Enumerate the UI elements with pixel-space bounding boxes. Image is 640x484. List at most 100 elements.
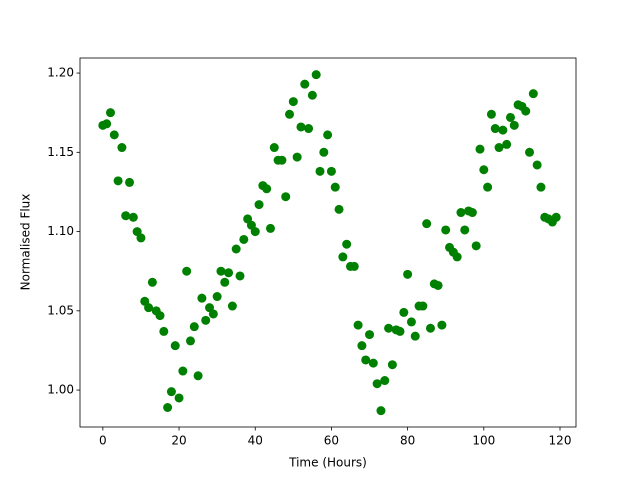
point [361,355,371,365]
point [311,70,321,80]
point [452,252,462,262]
point [441,225,451,235]
point [155,311,165,321]
point [403,269,413,279]
point [125,177,135,187]
point [285,109,295,119]
point [365,330,375,340]
point [227,301,237,311]
point [475,144,485,154]
x-tick-label: 20 [171,434,186,448]
point [395,326,405,336]
point [117,143,127,153]
point [239,234,249,244]
point [525,147,535,157]
y-tick-label: 1.10 [47,224,74,238]
point [437,320,447,330]
point [315,166,325,176]
point [368,358,378,368]
point [281,192,291,202]
point [105,108,115,118]
plot-frame [79,57,577,428]
point [292,152,302,162]
point [384,323,394,333]
y-tick-label: 1.20 [47,66,74,80]
point [262,184,272,194]
point [296,122,306,132]
point [509,120,519,130]
point [399,307,409,317]
y-axis-label: Normalised Flux [19,194,33,291]
point [406,317,416,327]
point [380,376,390,386]
point [109,130,119,140]
point [422,219,432,229]
y-tick-label: 1.00 [47,383,74,397]
point [536,182,546,192]
point [353,320,363,330]
point [528,89,538,99]
point [471,241,481,251]
point [486,109,496,119]
point [220,277,230,287]
point [174,393,184,403]
point [288,97,298,107]
point [216,266,226,276]
point [326,166,336,176]
point [300,79,310,89]
point [159,326,169,336]
point [376,406,386,416]
point [182,266,192,276]
point [250,227,260,237]
point [102,119,112,129]
point [338,252,348,262]
y-tick-label: 1.15 [47,145,74,159]
point [502,139,512,149]
x-tick-label: 80 [400,434,415,448]
point [467,208,477,218]
point [178,366,188,376]
point [113,176,123,186]
point [505,112,515,122]
x-axis-label: Time (Hours) [288,456,367,470]
x-tick-label: 0 [99,434,107,448]
point [212,292,222,302]
point [166,387,176,397]
point [479,165,489,175]
point [334,204,344,214]
point [144,303,154,313]
point [323,130,333,140]
point [521,106,531,116]
point [197,293,207,303]
point [433,280,443,290]
point [483,182,493,192]
point [330,182,340,192]
point [425,323,435,333]
point [357,341,367,351]
point [418,301,428,311]
point [410,331,420,341]
point [342,239,352,249]
point [319,147,329,157]
point [304,124,314,134]
point [147,277,157,287]
x-tick-label: 120 [549,434,572,448]
point [189,322,199,332]
point [490,124,500,134]
point [201,315,211,325]
point [121,211,131,221]
point [193,371,203,381]
point [254,200,264,210]
point [349,261,359,271]
x-tick-label: 40 [248,434,263,448]
point [265,223,275,233]
x-tick-label: 60 [324,434,339,448]
point [277,155,287,165]
point [208,309,218,319]
point [307,90,317,100]
point [224,268,234,278]
x-tick-label: 100 [472,434,495,448]
point [387,360,397,370]
point [532,160,542,170]
